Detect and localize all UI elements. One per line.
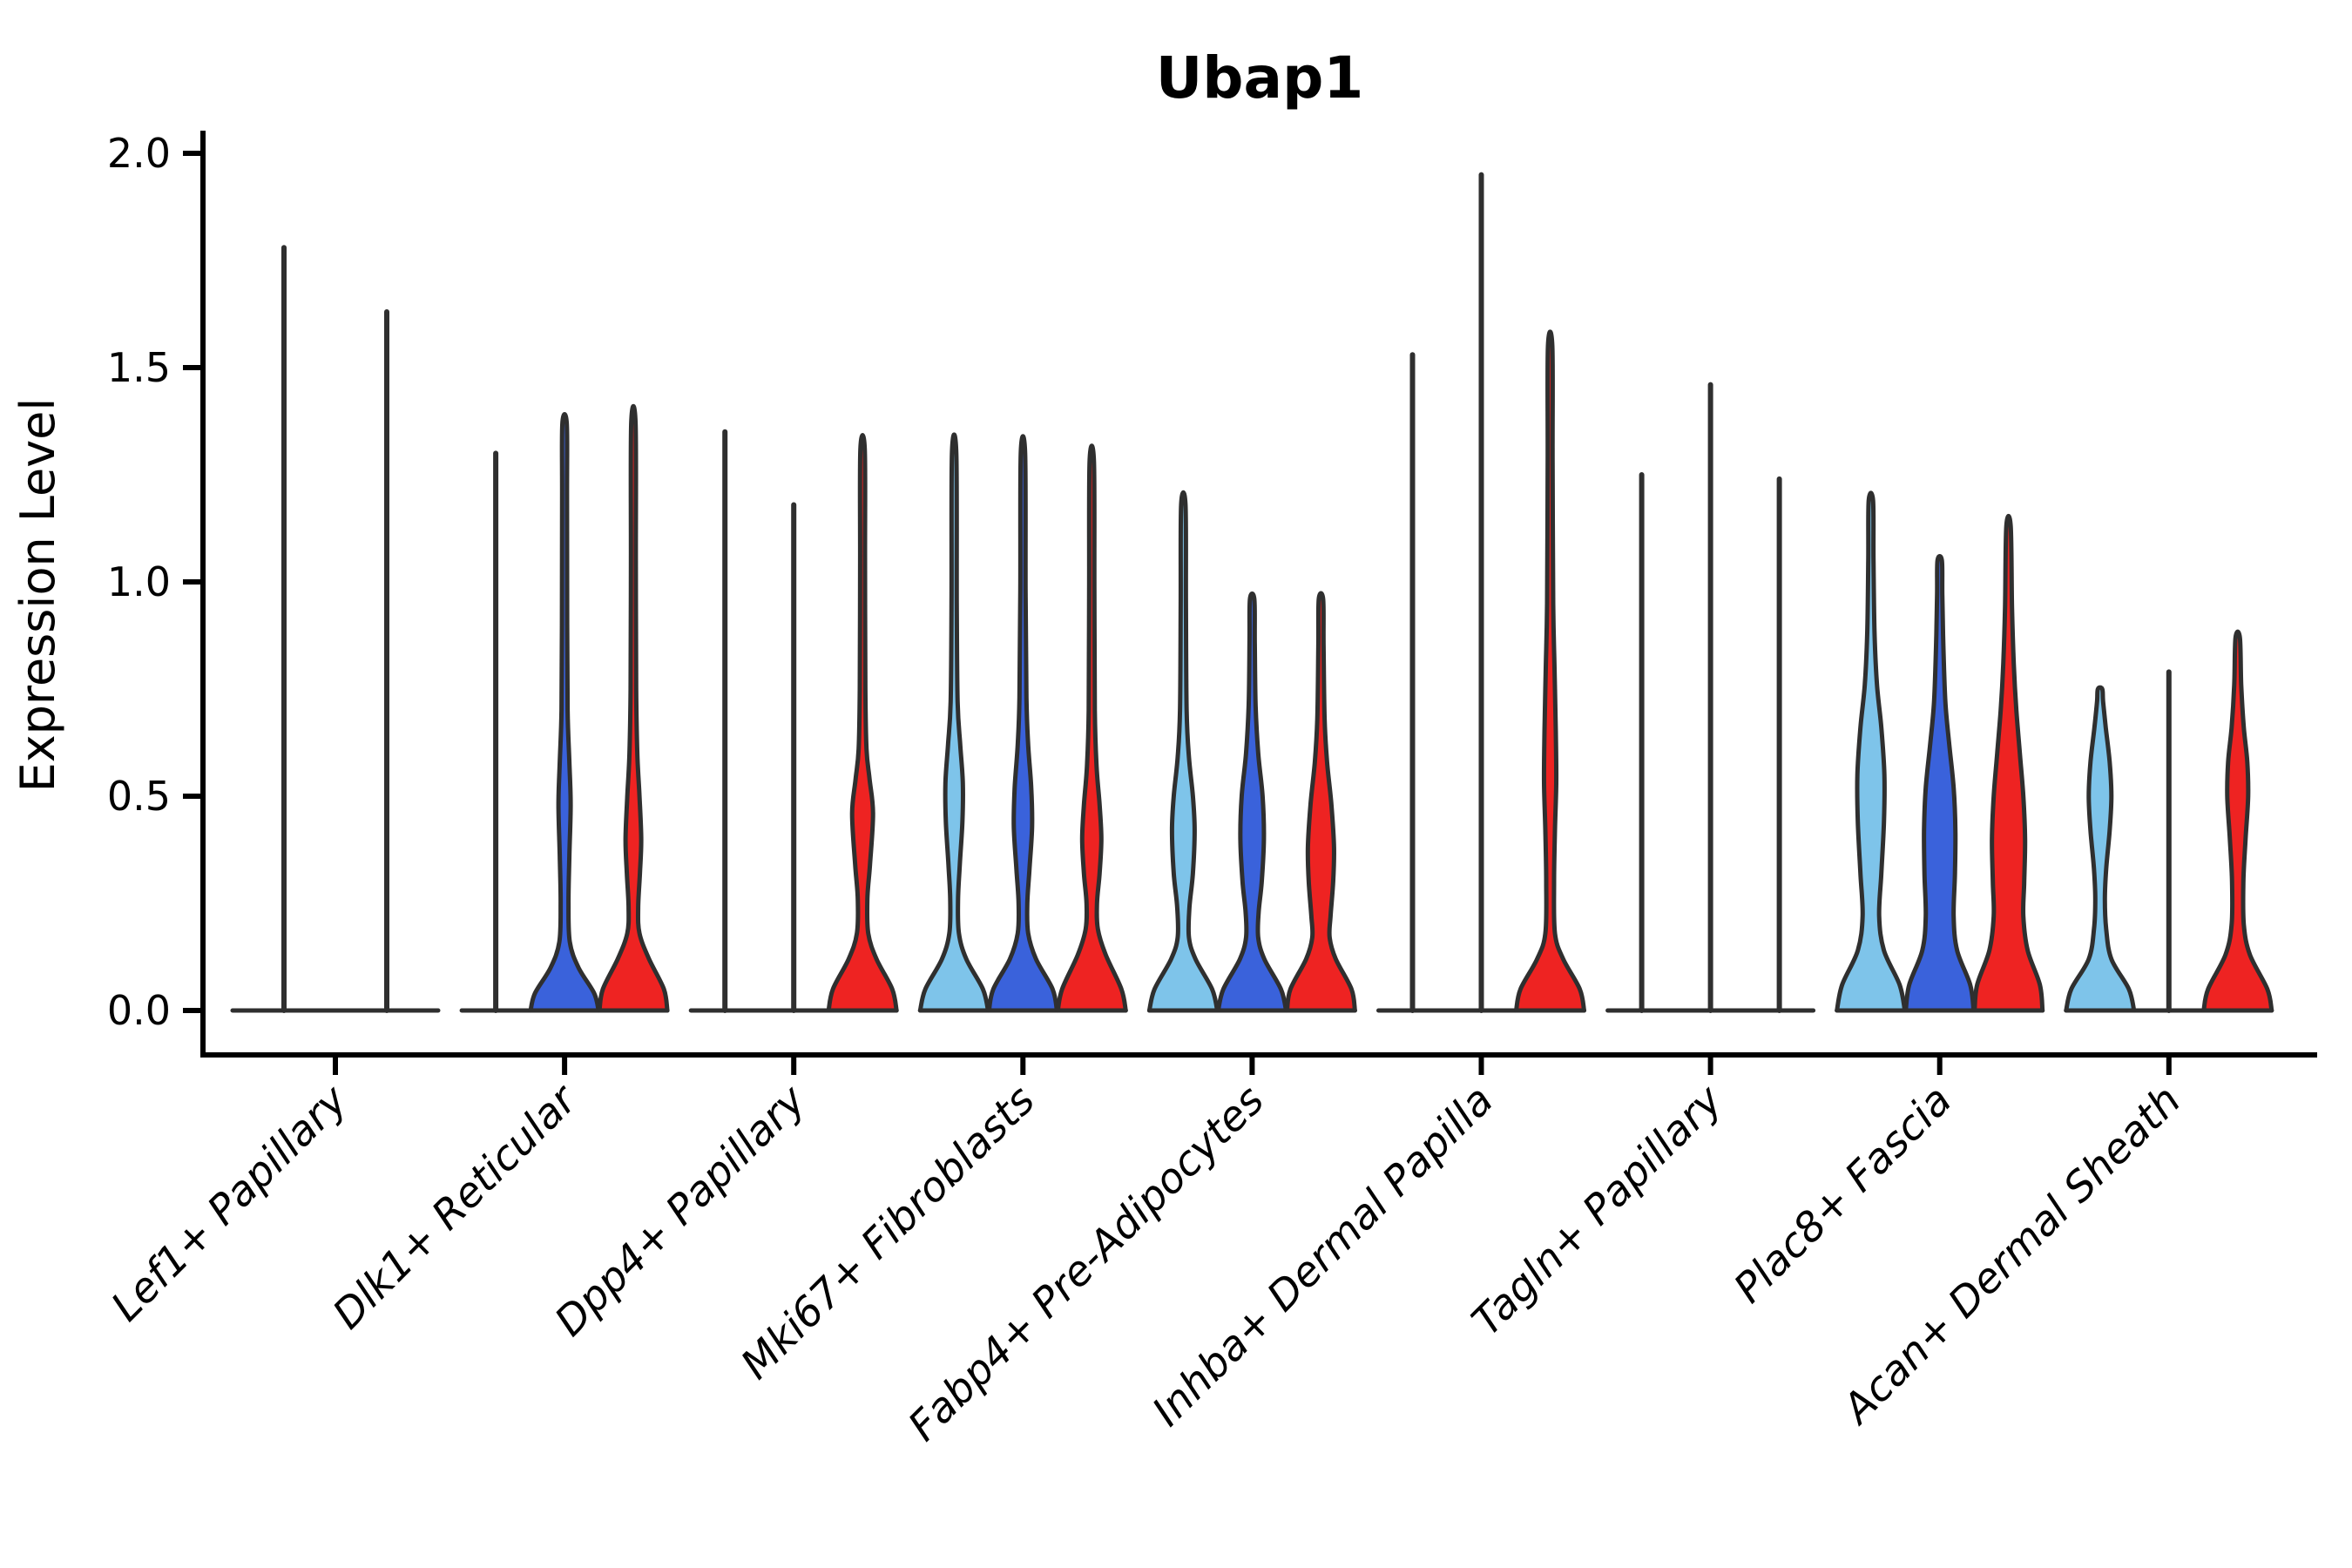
violin-cluster <box>2064 629 2274 1013</box>
x-category-label: Dpp4+ Papillary <box>546 1076 816 1346</box>
y-tick-label: 0.5 <box>107 773 171 820</box>
violins-layer <box>230 172 2274 1013</box>
violin-cluster <box>917 432 1128 1013</box>
violin-cluster <box>1835 490 2045 1013</box>
y-tick-label: 0.0 <box>107 987 171 1034</box>
chart-title: Ubap1 <box>1156 44 1364 112</box>
violin-cluster <box>1409 172 1586 1013</box>
y-tick-label: 1.5 <box>107 344 171 391</box>
violin-red <box>826 433 899 1013</box>
x-category-label: Tagln+ Papillary <box>1463 1076 1733 1346</box>
violin-red <box>597 403 670 1013</box>
violin-cluster <box>281 245 389 1013</box>
y-tick-label: 2.0 <box>107 130 171 177</box>
violin-cluster <box>493 403 670 1013</box>
violin-light-blue <box>2064 685 2137 1013</box>
y-tick-label: 1.0 <box>107 558 171 605</box>
violin-dark-blue <box>1215 591 1288 1013</box>
violin-dark-blue <box>528 412 601 1013</box>
violin-dark-blue <box>986 434 1059 1013</box>
violin-dark-blue <box>1903 553 1977 1013</box>
violin-red <box>1284 591 1357 1013</box>
y-axis-label: Expression Level <box>10 398 65 793</box>
x-category-label: Dlk1+ Reticular <box>324 1075 588 1339</box>
violin-light-blue <box>1835 490 1908 1013</box>
x-category-label: Lef1+ Papillary <box>102 1076 357 1331</box>
violin-red <box>1972 513 2045 1013</box>
violin-light-blue <box>917 432 990 1013</box>
violin-red <box>1055 443 1128 1013</box>
x-category-label: Plac8+ Fascia <box>1725 1077 1961 1313</box>
violin-cluster <box>1639 382 1782 1013</box>
violin-cluster <box>722 429 899 1013</box>
violin-cluster <box>1146 490 1357 1013</box>
axes-layer <box>183 131 2317 1075</box>
violin-red <box>1514 329 1586 1013</box>
violin-red <box>2201 629 2274 1013</box>
violin-light-blue <box>1146 490 1220 1013</box>
